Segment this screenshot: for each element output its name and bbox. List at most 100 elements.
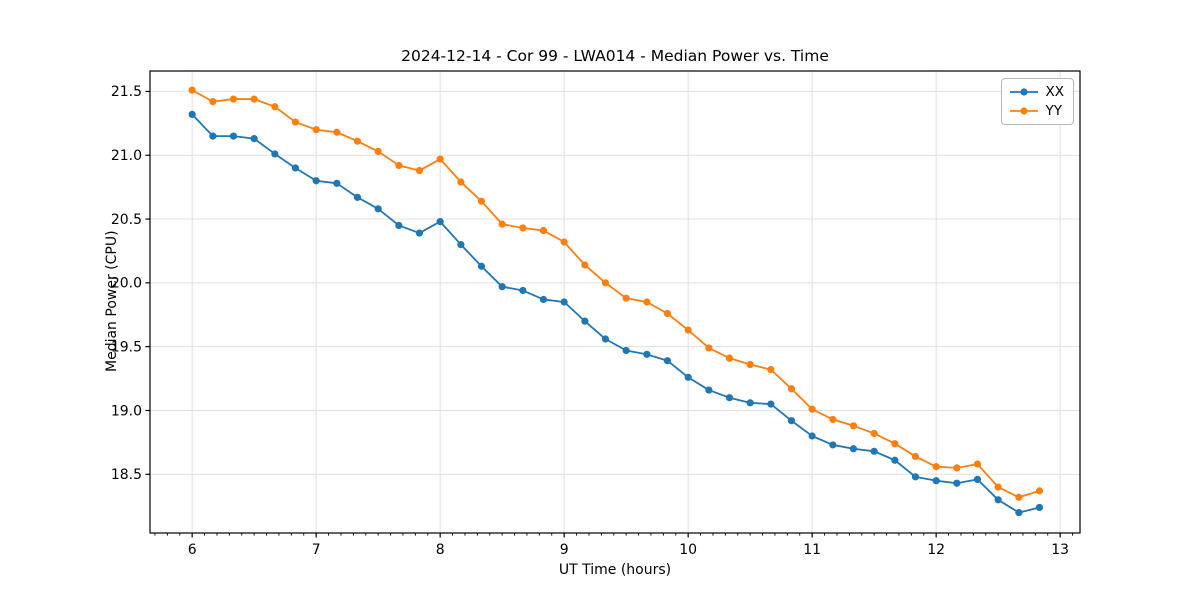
series-marker-YY xyxy=(395,161,403,170)
series-marker-XX xyxy=(911,473,920,481)
legend-line-marker-icon xyxy=(1009,88,1038,96)
series-marker-YY xyxy=(333,128,341,136)
x-tick-label: 10 xyxy=(679,542,697,558)
series-marker-YY xyxy=(725,354,734,362)
series-marker-YY xyxy=(415,166,424,175)
series-marker-YY xyxy=(663,309,672,318)
series-marker-XX xyxy=(229,132,238,140)
series-marker-XX xyxy=(994,496,1002,504)
series-marker-XX xyxy=(498,283,506,291)
legend-line-marker-icon xyxy=(1009,107,1038,115)
series-marker-XX xyxy=(643,350,651,358)
series-marker-YY xyxy=(229,95,238,103)
series-marker-XX xyxy=(932,477,940,485)
series-marker-XX xyxy=(787,417,796,425)
series-marker-XX xyxy=(767,400,775,408)
series-marker-XX xyxy=(684,373,692,381)
series-marker-YY xyxy=(891,440,899,448)
series-marker-YY xyxy=(787,385,796,393)
series-marker-XX xyxy=(829,441,837,449)
series-marker-YY xyxy=(622,294,630,302)
series-marker-XX xyxy=(849,445,858,453)
series-marker-XX xyxy=(808,432,816,440)
plot-border xyxy=(149,70,1081,534)
x-tick-label: 6 xyxy=(188,542,197,558)
series-marker-XX xyxy=(1035,503,1044,512)
y-tick-label: 19.5 xyxy=(111,339,142,355)
y-tick-label: 20.0 xyxy=(111,276,142,292)
series-marker-YY xyxy=(436,155,444,163)
series-marker-XX xyxy=(725,394,734,402)
series-marker-YY xyxy=(1035,487,1044,495)
series-marker-YY xyxy=(994,483,1002,491)
series-marker-YY xyxy=(209,98,217,106)
y-tick-label: 21.0 xyxy=(111,148,142,164)
x-axis-label: UT Time (hours) xyxy=(558,562,672,578)
legend-item-XX: XX xyxy=(1009,84,1064,100)
series-marker-YY xyxy=(539,226,548,235)
series-marker-YY xyxy=(953,464,961,472)
series-marker-YY xyxy=(932,463,940,471)
series-marker-XX xyxy=(333,179,341,187)
series-marker-YY xyxy=(374,147,382,156)
legend-item-label: YY xyxy=(1045,103,1063,119)
series-marker-YY xyxy=(808,405,816,413)
series-marker-YY xyxy=(911,452,920,461)
x-tick-label: 7 xyxy=(312,542,321,558)
y-tick-label: 20.5 xyxy=(111,212,142,228)
series-marker-YY xyxy=(1015,493,1023,501)
series-marker-XX xyxy=(601,335,610,343)
series-marker-XX xyxy=(581,317,589,325)
series-marker-XX xyxy=(312,177,320,185)
series-marker-XX xyxy=(663,357,672,365)
series-marker-YY xyxy=(746,360,754,369)
series-marker-XX xyxy=(560,298,568,306)
series-line-XX xyxy=(191,113,1040,514)
series-marker-YY xyxy=(271,103,279,111)
series-marker-YY xyxy=(870,429,878,438)
series-marker-XX xyxy=(353,193,362,201)
legend-item-YY: YY xyxy=(1009,103,1065,119)
series-marker-XX xyxy=(477,262,486,270)
series-marker-XX xyxy=(457,240,465,249)
series-marker-XX xyxy=(374,205,382,213)
series-marker-YY xyxy=(767,366,775,374)
series-marker-YY xyxy=(353,137,362,145)
series-marker-YY xyxy=(560,238,568,246)
series-marker-XX xyxy=(291,164,300,172)
series-marker-YY xyxy=(291,118,300,126)
series-marker-XX xyxy=(891,456,899,464)
series-marker-XX xyxy=(188,110,196,118)
series-marker-YY xyxy=(188,86,196,94)
series-marker-XX xyxy=(250,135,258,143)
series-marker-XX xyxy=(209,132,217,140)
y-tick-label: 19.0 xyxy=(111,403,142,419)
series-marker-XX xyxy=(436,217,444,226)
chart-title: 2024-12-14 - Cor 99 - LWA014 - Median Po… xyxy=(401,47,829,65)
series-marker-XX xyxy=(415,229,424,237)
series-line-YY xyxy=(191,89,1040,499)
series-marker-XX xyxy=(746,399,754,407)
legend: XX YY xyxy=(1000,78,1074,125)
x-tick-label: 8 xyxy=(436,542,445,558)
series-marker-XX xyxy=(395,221,403,230)
series-marker-YY xyxy=(705,344,713,352)
x-tick-label: 11 xyxy=(803,542,821,558)
series-marker-YY xyxy=(457,178,465,186)
series-marker-XX xyxy=(953,479,961,487)
series-marker-XX xyxy=(870,447,878,455)
series-marker-XX xyxy=(622,346,630,355)
series-marker-YY xyxy=(829,415,837,424)
series-marker-YY xyxy=(643,298,651,306)
y-tick-label: 21.5 xyxy=(111,84,142,100)
series-marker-YY xyxy=(581,261,589,269)
series-marker-XX xyxy=(539,295,548,304)
series-marker-XX xyxy=(271,150,279,158)
series-marker-YY xyxy=(250,95,258,103)
series-marker-XX xyxy=(1015,508,1023,517)
series-marker-YY xyxy=(849,422,858,430)
series-marker-YY xyxy=(973,460,982,468)
series-marker-YY xyxy=(519,224,527,232)
